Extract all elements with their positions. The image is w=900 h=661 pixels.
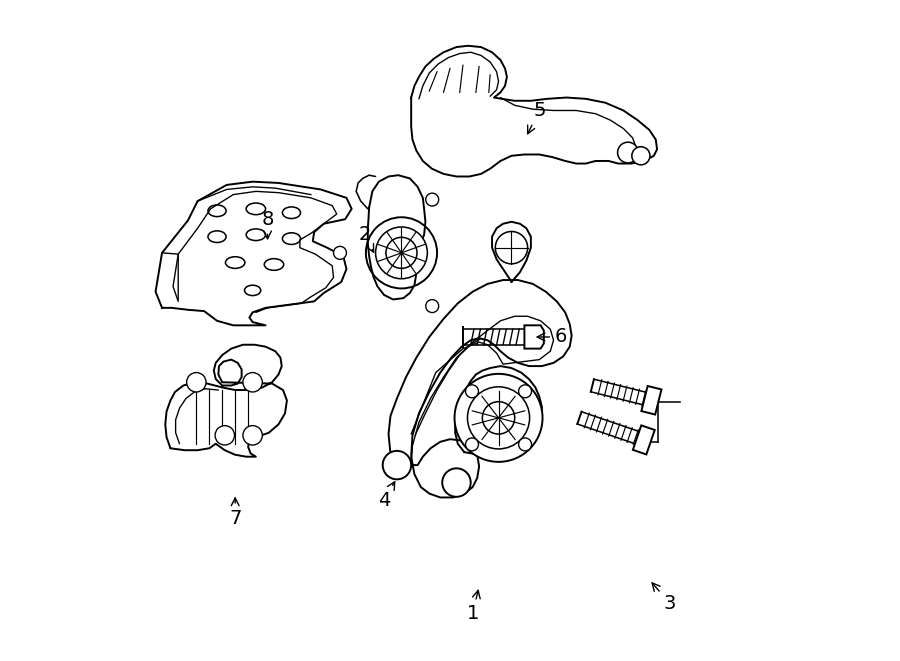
Polygon shape xyxy=(642,386,662,414)
Circle shape xyxy=(382,451,411,479)
Ellipse shape xyxy=(375,227,428,279)
Circle shape xyxy=(334,247,346,259)
Circle shape xyxy=(243,426,262,445)
Circle shape xyxy=(518,438,532,451)
Circle shape xyxy=(518,385,532,398)
Circle shape xyxy=(465,438,479,451)
Circle shape xyxy=(426,299,438,313)
Circle shape xyxy=(465,385,479,398)
Text: 1: 1 xyxy=(466,590,481,623)
Circle shape xyxy=(495,231,527,264)
Circle shape xyxy=(186,373,206,392)
Circle shape xyxy=(442,469,471,497)
Text: 8: 8 xyxy=(261,210,274,239)
Circle shape xyxy=(454,374,543,462)
Text: 7: 7 xyxy=(229,498,241,527)
Circle shape xyxy=(467,387,529,449)
Polygon shape xyxy=(633,426,654,455)
Circle shape xyxy=(215,426,235,445)
Ellipse shape xyxy=(386,237,417,268)
Polygon shape xyxy=(525,325,544,348)
Ellipse shape xyxy=(366,217,437,288)
Circle shape xyxy=(617,142,638,163)
Circle shape xyxy=(243,373,262,392)
Circle shape xyxy=(482,402,515,434)
Circle shape xyxy=(632,147,650,165)
Text: 3: 3 xyxy=(652,583,676,613)
Text: 5: 5 xyxy=(527,101,545,134)
Circle shape xyxy=(426,193,438,206)
Text: 6: 6 xyxy=(537,327,568,346)
Text: 4: 4 xyxy=(378,482,395,510)
Text: 2: 2 xyxy=(358,225,374,253)
